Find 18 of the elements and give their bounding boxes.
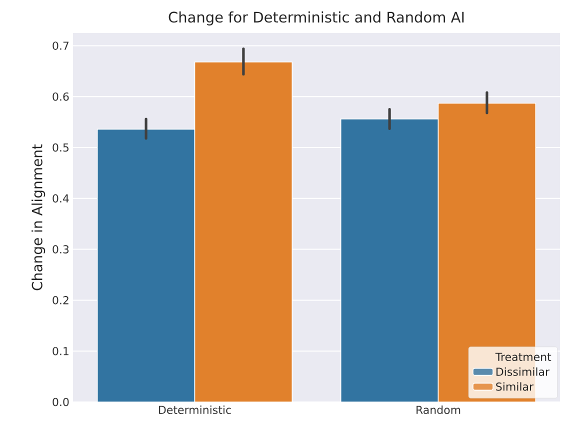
y-tick-label: 0.6 bbox=[52, 92, 69, 101]
y-axis-title: Change in Alignment bbox=[32, 144, 46, 290]
x-tick-label: Deterministic bbox=[159, 406, 231, 414]
legend-title: Treatment bbox=[495, 352, 552, 362]
y-tick-label: 0.1 bbox=[52, 346, 68, 356]
chart-title: Change for Deterministic and Random AI bbox=[168, 11, 464, 26]
y-tick-label: 0.3 bbox=[52, 245, 69, 254]
bar bbox=[194, 62, 293, 402]
bar bbox=[96, 128, 196, 402]
y-tick-label: 0.4 bbox=[52, 194, 69, 203]
y-tick-label: 0.0 bbox=[52, 398, 69, 406]
y-tick-label: 0.5 bbox=[52, 143, 69, 152]
bar bbox=[340, 118, 439, 402]
x-tick-label: Random bbox=[416, 406, 460, 414]
y-tick-label: 0.7 bbox=[52, 42, 69, 50]
y-tick-label: 0.2 bbox=[52, 296, 68, 304]
legend-label: Similar bbox=[496, 382, 534, 391]
legend-label: Dissimilar bbox=[496, 367, 550, 376]
